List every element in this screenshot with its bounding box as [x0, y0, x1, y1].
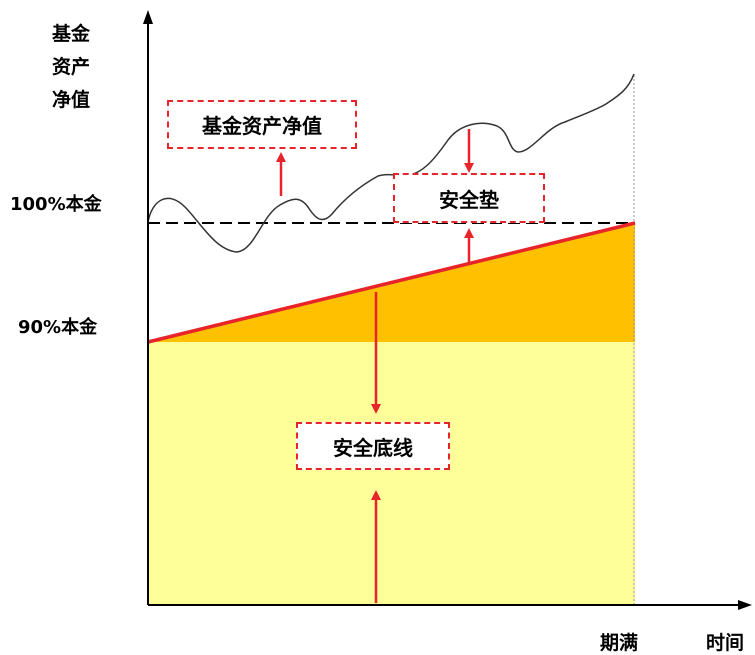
x-axis-arrow-icon: [738, 600, 752, 610]
x-axis-label: 时间: [706, 632, 745, 654]
tick-90-principal: 90%本金: [18, 317, 98, 338]
floor-callout: 安全底线: [296, 422, 450, 470]
y-axis-arrow-icon: [143, 10, 153, 24]
y-axis-label-line: 基金: [52, 23, 91, 45]
nav-curve: [147, 73, 635, 253]
arrow-up-icon: [276, 152, 286, 162]
nav-callout: 基金资产净值: [167, 100, 357, 149]
arrows: [276, 129, 474, 603]
arrow-up-icon: [464, 228, 474, 238]
arrow-up-icon: [371, 490, 381, 500]
cushion-callout: 安全垫: [393, 173, 545, 223]
y-axis-label: 基金 资产 净值: [52, 18, 100, 117]
tick-100-principal: 100%本金: [10, 194, 102, 215]
y-axis-label-line: 净值: [52, 89, 91, 111]
x-maturity-label: 期满: [600, 632, 639, 654]
arrow-down-icon: [371, 404, 381, 414]
safety-floor-region: [148, 342, 635, 605]
arrow-down-icon: [464, 163, 474, 173]
floor-line: [147, 221, 636, 344]
y-axis-label-line: 资产: [52, 56, 91, 78]
